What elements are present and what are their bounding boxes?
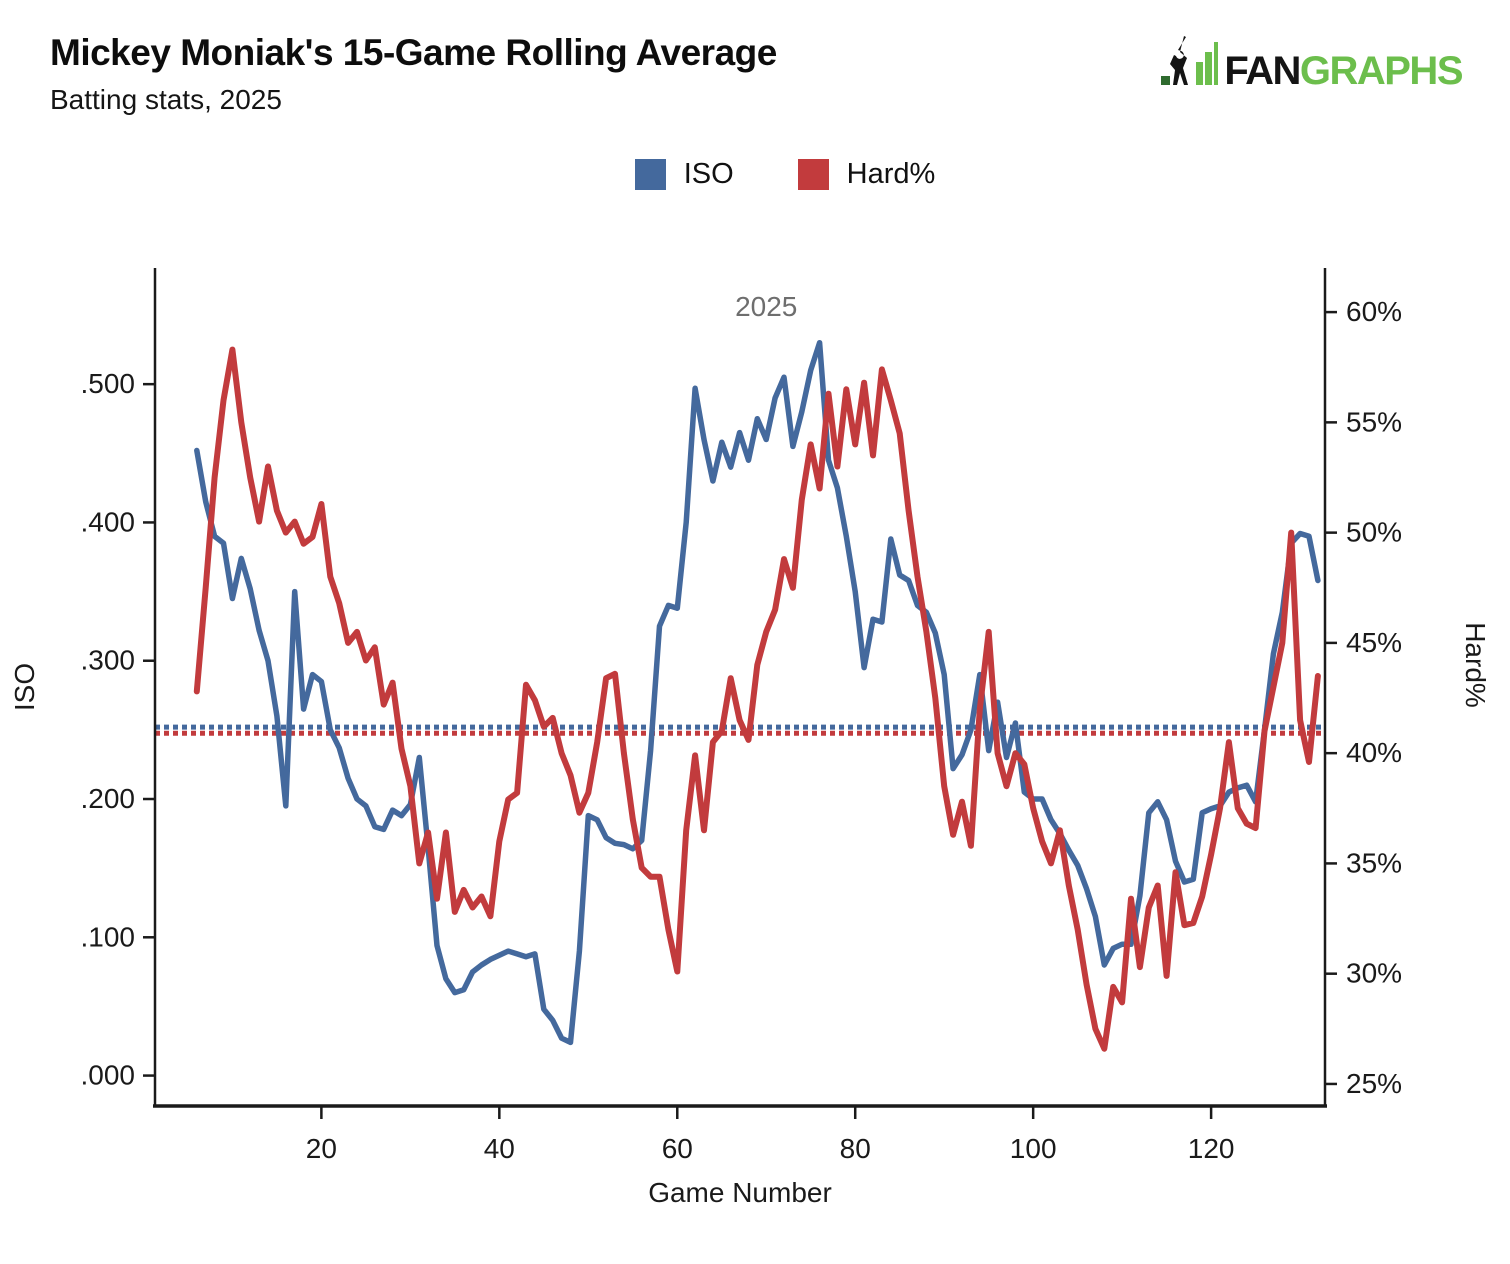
x-tick-label: 120 [1188, 1133, 1235, 1164]
x-tick-label: 80 [840, 1133, 871, 1164]
fangraphs-logo-text: FANGRAPHS [1224, 49, 1463, 93]
x-tick-label: 40 [484, 1133, 515, 1164]
legend-item-iso: ISO [634, 158, 734, 191]
page-subtitle: Batting stats, 2025 [50, 84, 282, 115]
x-tick-label: 20 [306, 1133, 337, 1164]
left-tick-label: .400 [81, 506, 136, 537]
iso-legend-swatch [634, 159, 666, 190]
hard-pct-legend-swatch [797, 159, 829, 190]
right-tick-label: 50% [1346, 517, 1402, 548]
left-tick-label: .000 [81, 1060, 136, 1091]
page-title: Mickey Moniak's 15-Game Rolling Average [50, 32, 777, 73]
iso-line-series [194, 339, 1321, 1046]
x-tick-label: 100 [1010, 1133, 1057, 1164]
x-axis-title: Game Number [648, 1177, 832, 1208]
right-tick-label: 60% [1346, 296, 1402, 327]
left-tick-label: .500 [81, 368, 136, 399]
season-annotation: 2025 [735, 291, 797, 322]
hard-pct-line-series [193, 346, 1321, 1052]
left-tick-label: .300 [81, 645, 136, 676]
right-tick-label: 45% [1346, 627, 1402, 658]
fangraphs-logo: FANGRAPHS [1160, 36, 1464, 93]
legend-item-hard-pct: Hard% [797, 158, 936, 191]
fangraphs-batter-icon [1160, 36, 1219, 91]
right-tick-label: 30% [1346, 958, 1402, 989]
chart-legend: ISO Hard% [0, 158, 1510, 191]
right-tick-label: 55% [1346, 406, 1402, 437]
x-tick-label: 60 [662, 1133, 693, 1164]
iso-legend-label: ISO [683, 158, 734, 190]
y-axis-right-title: Hard% [1460, 622, 1491, 708]
right-tick-label: 35% [1346, 847, 1402, 878]
left-tick-label: .100 [81, 921, 136, 952]
y-axis-left-title: ISO [9, 663, 40, 711]
right-tick-label: 25% [1346, 1068, 1402, 1099]
left-tick-label: .200 [81, 783, 136, 814]
hard-pct-legend-label: Hard% [846, 158, 936, 190]
right-tick-label: 40% [1346, 737, 1402, 768]
